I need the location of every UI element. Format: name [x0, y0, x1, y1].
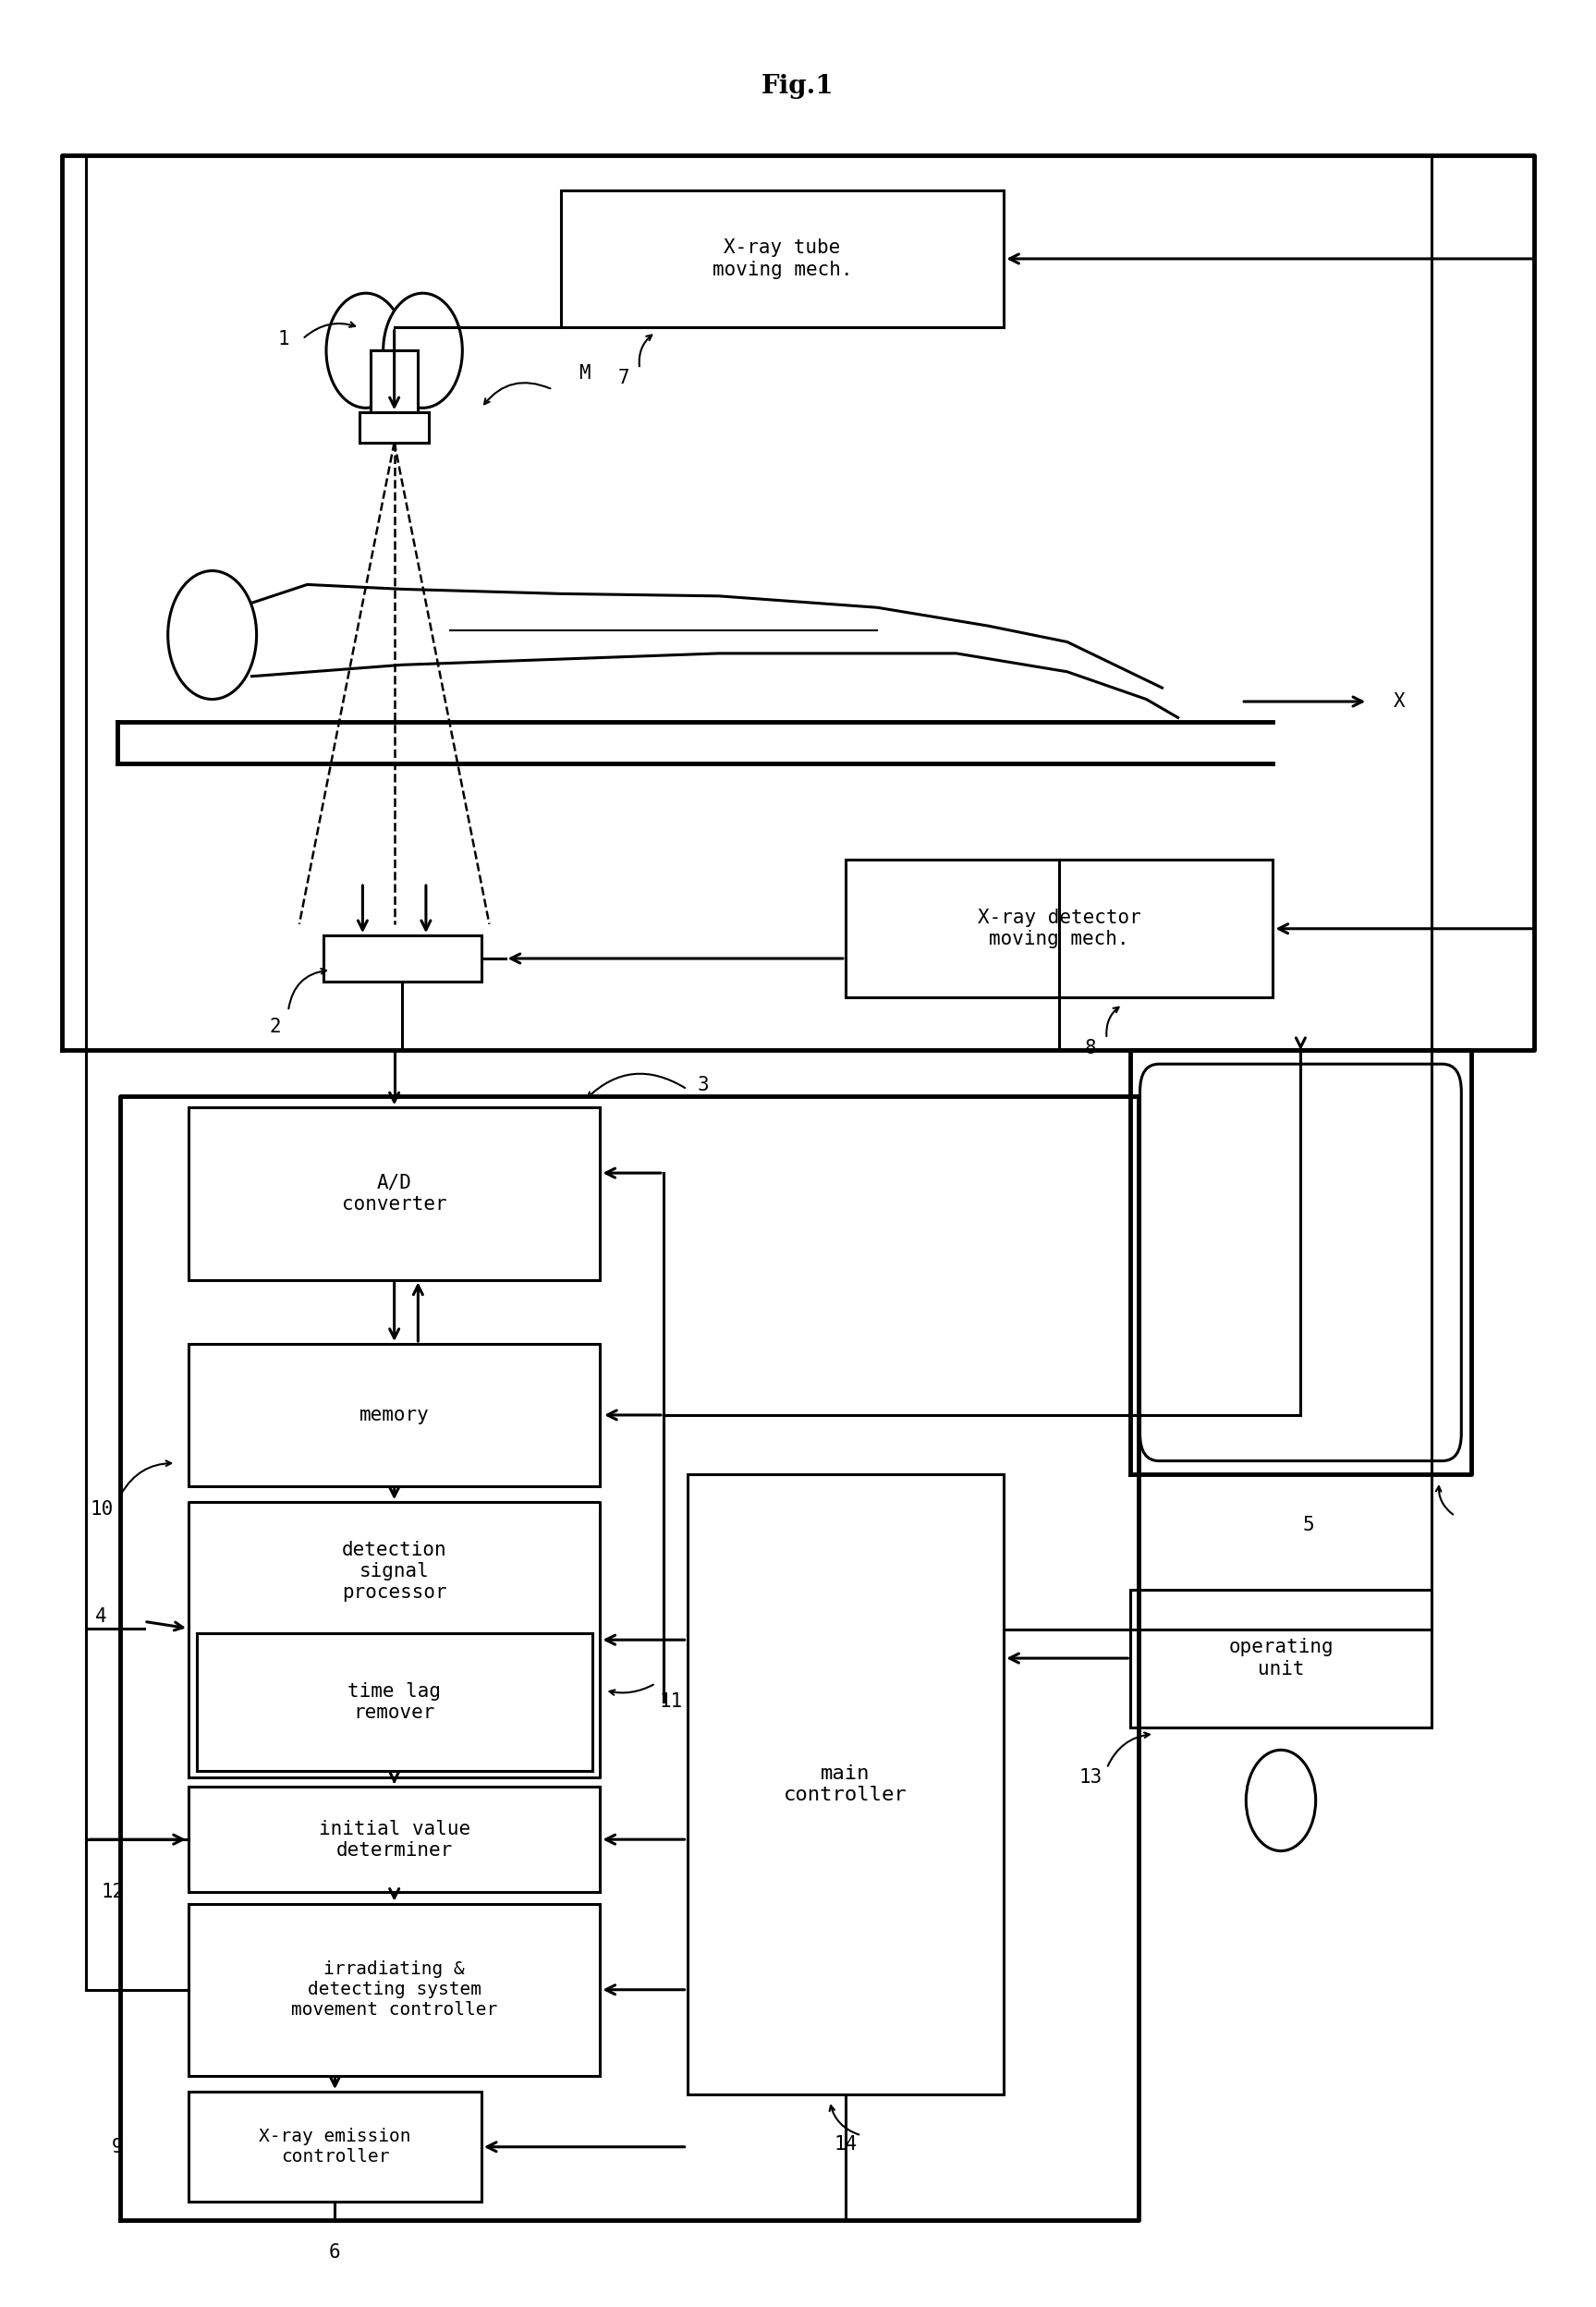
- Text: 3: 3: [697, 1075, 709, 1094]
- Text: irradiating &
detecting system
movement controller: irradiating & detecting system movement …: [290, 1961, 498, 2019]
- Text: X: X: [1393, 692, 1406, 711]
- Text: time lag
remover: time lag remover: [348, 1682, 440, 1721]
- Text: 13: 13: [1079, 1767, 1103, 1786]
- Text: 6: 6: [329, 2242, 342, 2261]
- Bar: [560, 189, 1004, 328]
- Bar: [188, 1786, 600, 1892]
- Bar: [688, 1474, 1004, 2095]
- Text: 2: 2: [270, 1017, 281, 1036]
- Bar: [322, 937, 482, 980]
- Text: main
controller: main controller: [784, 1765, 907, 1804]
- Text: 9: 9: [112, 2139, 123, 2157]
- Text: 11: 11: [659, 1693, 683, 1712]
- Text: X-ray tube
moving mech.: X-ray tube moving mech.: [712, 240, 852, 279]
- Text: 8: 8: [1085, 1038, 1096, 1057]
- Circle shape: [168, 570, 257, 699]
- Text: A/D
converter: A/D converter: [342, 1174, 447, 1213]
- Text: 5: 5: [1302, 1516, 1315, 1534]
- Bar: [188, 1903, 600, 2076]
- Text: 10: 10: [89, 1500, 113, 1518]
- Text: 14: 14: [833, 2136, 857, 2155]
- Bar: [188, 2092, 482, 2201]
- Text: M: M: [578, 365, 591, 383]
- Bar: [846, 861, 1274, 997]
- Circle shape: [383, 293, 463, 408]
- Bar: [1130, 1590, 1432, 1728]
- Bar: [188, 1345, 600, 1486]
- Text: 4: 4: [96, 1608, 107, 1626]
- Text: detection
signal
processor: detection signal processor: [342, 1541, 447, 1601]
- FancyBboxPatch shape: [1140, 1064, 1462, 1460]
- Bar: [359, 413, 429, 443]
- Text: memory: memory: [359, 1405, 429, 1423]
- Circle shape: [326, 293, 405, 408]
- Bar: [370, 351, 418, 420]
- Text: 7: 7: [618, 369, 630, 388]
- Text: X-ray emission
controller: X-ray emission controller: [259, 2127, 410, 2166]
- Text: operating
unit: operating unit: [1229, 1638, 1333, 1677]
- Text: 1: 1: [278, 330, 289, 348]
- Circle shape: [1246, 1751, 1315, 1850]
- Text: initial value
determiner: initial value determiner: [319, 1820, 471, 1859]
- Text: 12: 12: [101, 1883, 124, 1901]
- Bar: [196, 1633, 592, 1772]
- Text: X-ray detector
moving mech.: X-ray detector moving mech.: [978, 909, 1141, 948]
- Text: Fig.1: Fig.1: [761, 74, 835, 99]
- Bar: [188, 1107, 600, 1280]
